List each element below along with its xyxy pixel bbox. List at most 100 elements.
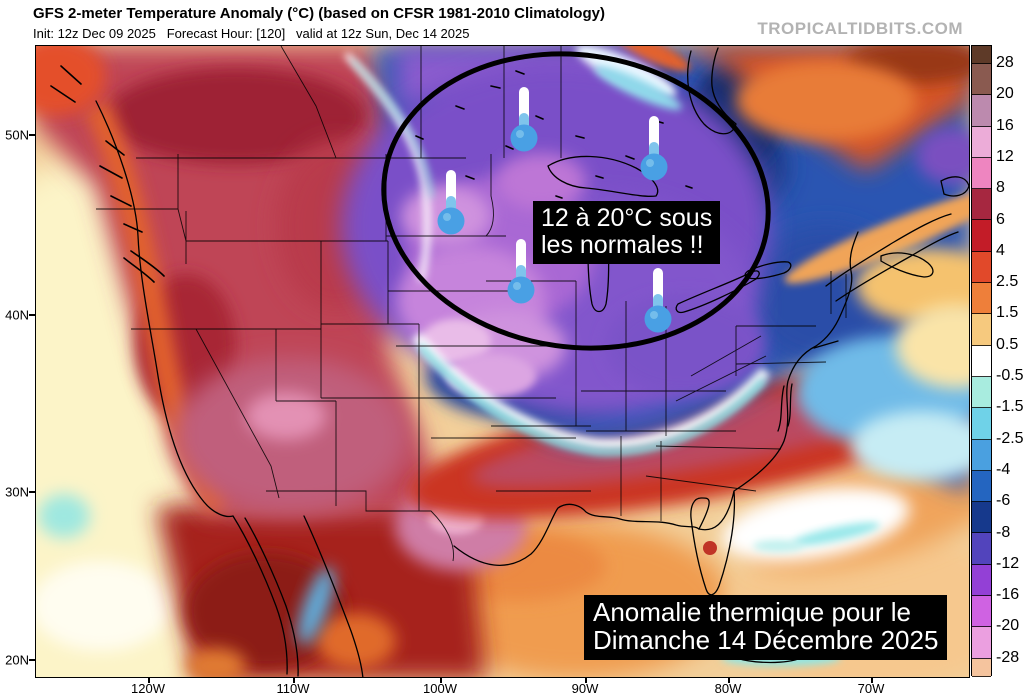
colorbar-segment: [972, 470, 991, 503]
thermometer-icon: [510, 87, 538, 152]
colorbar-segment: [972, 64, 991, 96]
atlantic-palecyan: [851, 411, 969, 481]
tropicaltidbits-watermark: TROPICALTIDBITS.COM: [757, 19, 963, 38]
lon-tick: [293, 677, 295, 683]
lat-axis-label: 30N: [5, 484, 29, 500]
colorbar-segment: [972, 220, 991, 252]
colorbar-tick-label: -16: [996, 586, 1020, 604]
cold-region-ellipse: [381, 51, 771, 351]
colorbar-tick-label: -20: [996, 617, 1020, 635]
lat-axis-label: 40N: [5, 307, 29, 323]
lat-tick: [29, 134, 35, 136]
lat-tick: [29, 491, 35, 493]
colorbar-tick-label: 4: [996, 241, 1005, 259]
coastlines: [95, 47, 969, 677]
lon-tick: [728, 677, 730, 683]
colorbar-tick-label: -28: [996, 648, 1020, 666]
pacific-white-patch: [36, 561, 171, 651]
west-darkred1: [106, 68, 366, 164]
map-plot-area: 12 à 20°C sous les normales !! Anomalie …: [35, 45, 970, 678]
lon-tick: [148, 677, 150, 683]
atlantic-paleyellow: [896, 304, 969, 388]
small-lakes-squiggles: [50, 65, 693, 283]
colorbar-tick-label: 1.5: [996, 304, 1019, 322]
lat-tick: [29, 659, 35, 661]
colorbar-tick-label: 6: [996, 210, 1005, 228]
stlawrence-orange-band: [784, 188, 969, 284]
lat-tick: [29, 314, 35, 316]
colorbar-segment: [972, 251, 991, 284]
thermometer-icon: [507, 239, 535, 304]
lat-axis-label: 50N: [5, 127, 29, 143]
orchid-core4: [496, 153, 586, 209]
lon-axis-label: 90W: [571, 681, 599, 696]
colorbar-segment: [972, 439, 991, 471]
colorbar-segment: [972, 189, 991, 221]
colorbar-tick-label: 12: [996, 147, 1014, 165]
colorbar-segment: [972, 95, 991, 127]
colorbar-segment: [972, 533, 991, 565]
thermometer-layer: [437, 87, 672, 333]
pacific-cyan-patch: [38, 494, 90, 538]
cyan-streak-top: [594, 66, 682, 110]
map-svg: [36, 46, 969, 677]
lon-axis-label: 70W: [857, 681, 885, 696]
florida-red-dot: [703, 541, 717, 555]
colorbar-segment: [972, 502, 991, 534]
colorbar-segment: [972, 46, 991, 64]
colorbar-tick-label: -8: [996, 523, 1011, 541]
colorbar-segment: [972, 283, 991, 315]
colorbar-tick-label: -4: [996, 460, 1011, 478]
colorbar-segment: [972, 627, 991, 659]
white-fringe-south: [411, 332, 771, 451]
atlantic-cyan-sliver2: [753, 540, 803, 552]
colorbar-segment: [972, 596, 991, 628]
map-title: GFS 2-meter Temperature Anomaly (°C) (ba…: [33, 5, 605, 22]
lon-tick: [585, 677, 587, 683]
colorbar-segment: [972, 157, 991, 190]
colorbar-segment: [972, 314, 991, 346]
colorbar-tick-label: -6: [996, 492, 1011, 510]
atlantic-cyan-sliver: [791, 522, 881, 546]
colorbar-tick-label: -2.5: [996, 429, 1024, 447]
cold-callout-line2: les normales !!: [541, 230, 704, 259]
newfoundland-purple: [916, 128, 969, 184]
cyan-fringe-south: [417, 343, 767, 456]
init-valid-line: Init: 12z Dec 09 2025 Forecast Hour: [12…: [33, 26, 470, 41]
quebec-orange-glow: [736, 61, 916, 141]
colorbar-segment: [972, 564, 991, 597]
colorbar-tick-label: 20: [996, 85, 1014, 103]
thermometer-icon: [437, 170, 465, 235]
colorbar-tick-label: 8: [996, 179, 1005, 197]
caption-line1: Anomalie thermique pour le: [593, 597, 911, 627]
gulf-california-blue: [297, 566, 335, 646]
colorbar-tick-label: -0.5: [996, 367, 1024, 384]
mexico-orange2: [186, 648, 246, 677]
lon-axis-label: 80W: [714, 681, 742, 696]
colorbar-tick-label: -12: [996, 554, 1020, 572]
caption-line2: Dimanche 14 Décembre 2025: [593, 624, 939, 655]
colorbar-tick-label: 16: [996, 116, 1014, 134]
novascotia-warm: [856, 248, 969, 324]
colorbar-segment: [972, 376, 991, 409]
lon-tick: [440, 677, 442, 683]
colorbar-segment: [972, 126, 991, 158]
thermometer-icon: [640, 116, 668, 181]
caption-box: Anomalie thermique pour le Dimanche 14 D…: [584, 595, 948, 661]
colorbar-segment: [972, 658, 991, 677]
cold-callout-box: 12 à 20°C sous les normales !!: [533, 201, 721, 264]
colorbar-tick-label: 0.5: [996, 335, 1019, 353]
sw-pink-patch: [246, 392, 326, 440]
colorbar-labels: 28 20 16 12 8 6 4 2.5 1.5 0.5 -0.5 -1.5 -2.5 -4 -6 -8 -1…: [996, 45, 1024, 676]
mexico-orange1: [316, 613, 396, 669]
lon-axis-label: 120W: [131, 681, 165, 696]
lat-axis-label: 20N: [5, 652, 29, 668]
lon-axis-label: 100W: [423, 681, 457, 696]
colorbar-segment: [972, 345, 991, 377]
cold-callout-line1: 12 à 20°C sous: [541, 204, 713, 232]
colorbar-tick-label: 28: [996, 54, 1014, 71]
colorbar-tick-label: -1.5: [996, 398, 1024, 416]
thermometer-icon: [644, 268, 672, 333]
colorbar-segment: [972, 408, 991, 440]
